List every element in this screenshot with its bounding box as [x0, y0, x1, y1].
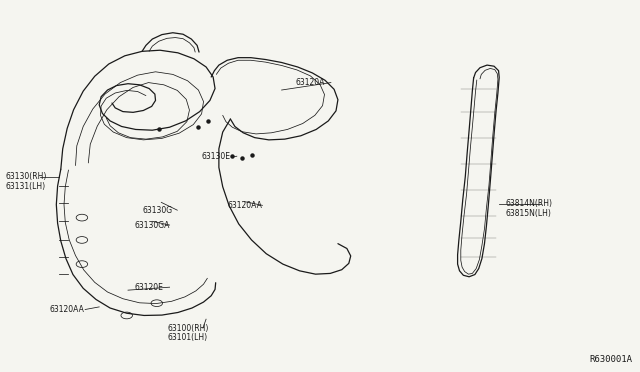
Text: 63130GA: 63130GA — [134, 221, 170, 230]
Text: 63120E: 63120E — [134, 283, 163, 292]
Text: 63120A: 63120A — [296, 78, 325, 87]
Text: 63130E: 63130E — [202, 152, 230, 161]
Text: 63814N(RH): 63814N(RH) — [506, 199, 552, 208]
Text: 63815N(LH): 63815N(LH) — [506, 209, 552, 218]
Text: 63130G: 63130G — [142, 206, 172, 215]
Text: 63100(RH): 63100(RH) — [168, 324, 209, 333]
Text: R630001A: R630001A — [589, 355, 632, 364]
Text: 63101(LH): 63101(LH) — [168, 333, 208, 342]
Text: 63131(LH): 63131(LH) — [5, 182, 45, 191]
Text: 63130(RH): 63130(RH) — [5, 172, 47, 181]
Text: 63120AA: 63120AA — [227, 201, 262, 210]
Text: 63120AA: 63120AA — [50, 305, 84, 314]
